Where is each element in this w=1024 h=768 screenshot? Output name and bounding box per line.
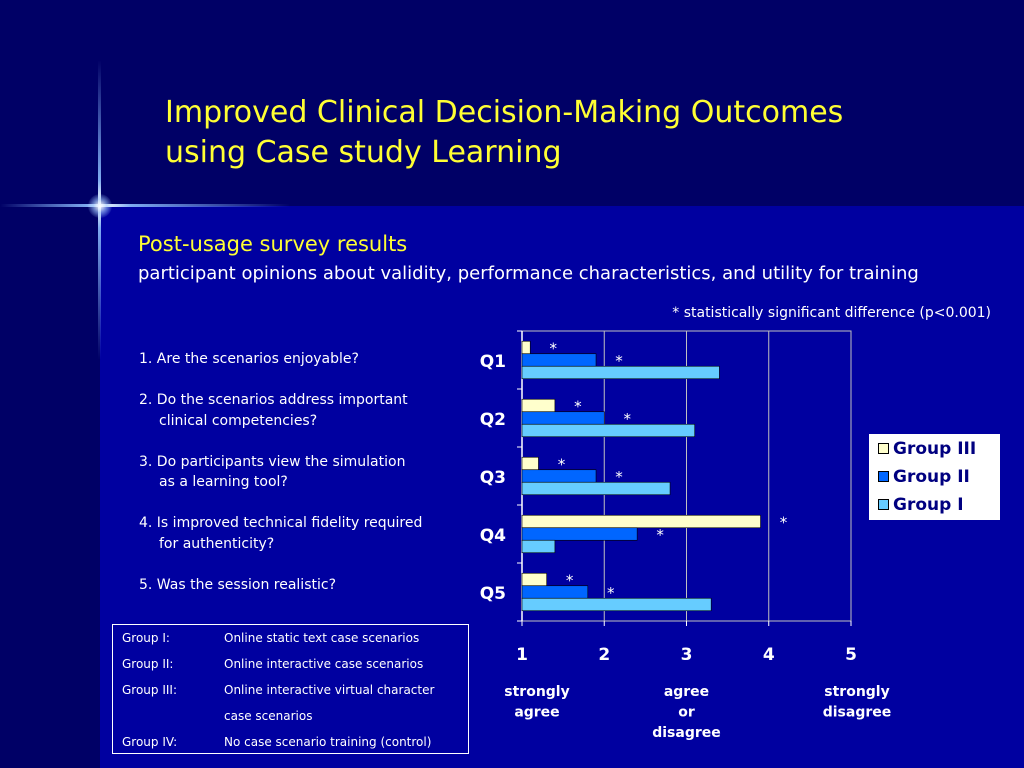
- question-text: 5. Was the session realistic?: [139, 576, 336, 593]
- legend-label: Group II: [893, 467, 970, 487]
- category-label: Q2: [480, 410, 506, 430]
- significance-marker: *: [615, 468, 623, 486]
- legend-label: Group III: [893, 439, 977, 459]
- bar-group-iii: [521, 514, 761, 529]
- bar-group-ii: [521, 527, 638, 541]
- group-name: Group III:: [122, 683, 178, 697]
- slide-title: Improved Clinical Decision-Making Outcom…: [165, 93, 945, 173]
- light-flare-center: [88, 194, 112, 218]
- scale-descriptor-label: disagree: [823, 705, 892, 721]
- group-name: Group II:: [122, 657, 174, 671]
- light-flare-horizontal: [0, 204, 290, 207]
- group-description: case scenarios: [224, 709, 313, 723]
- group-description: Online interactive virtual character: [224, 683, 435, 697]
- question-text: 3. Do participants view the simulation: [139, 453, 406, 470]
- significance-marker: *: [558, 455, 566, 473]
- legend-label: Group I: [893, 495, 964, 515]
- bar-group-iii: [521, 398, 556, 413]
- section-description: participant opinions about validity, per…: [138, 263, 919, 284]
- significance-marker: *: [656, 526, 664, 544]
- legend-item-group-ii: Group II: [878, 465, 970, 489]
- scale-descriptor-label: strongly: [824, 684, 889, 700]
- significance-marker: *: [780, 513, 788, 531]
- question-item: 4. Is improved technical fidelity requir…: [139, 513, 459, 554]
- question-text: 1. Are the scenarios enjoyable?: [139, 351, 359, 367]
- question-list: 1. Are the scenarios enjoyable? 2. Do th…: [139, 349, 459, 616]
- significance-marker: *: [607, 584, 615, 602]
- legend-item-group-i: Group I: [878, 493, 964, 517]
- x-tick-label: 3: [681, 645, 693, 665]
- question-text-continued: clinical competencies?: [159, 412, 318, 429]
- question-item: 2. Do the scenarios address important cl…: [139, 390, 459, 431]
- question-item: 5. Was the session realistic?: [139, 575, 459, 596]
- scale-descriptor-label: or: [678, 705, 695, 721]
- scale-descriptor-label: agree: [514, 705, 559, 721]
- question-text: 4. Is improved technical fidelity requir…: [139, 515, 423, 531]
- significance-marker: *: [615, 352, 623, 370]
- bar-group-i: [521, 481, 671, 496]
- category-label: Q4: [480, 526, 506, 546]
- significance-marker: *: [549, 339, 557, 357]
- question-item: 1. Are the scenarios enjoyable?: [139, 349, 459, 370]
- significance-footnote: * statistically significant difference (…: [672, 305, 991, 321]
- title-line-1: Improved Clinical Decision-Making Outcom…: [165, 95, 844, 130]
- bar-group-iii: [521, 340, 531, 355]
- x-tick-label: 5: [845, 645, 857, 665]
- bar-group-i: [521, 597, 712, 612]
- scale-descriptor-label: disagree: [652, 725, 721, 741]
- chart-legend: Group III Group II Group I: [869, 434, 1000, 520]
- category-label: Q5: [480, 584, 506, 604]
- bar-group-ii: [521, 469, 597, 483]
- significance-marker: *: [624, 410, 632, 428]
- group-description: Online interactive case scenarios: [224, 657, 424, 671]
- legend-item-group-iii: Group III: [878, 437, 976, 461]
- question-text-continued: for authenticity?: [159, 535, 275, 552]
- group-description: Online static text case scenarios: [224, 631, 420, 645]
- legend-swatch-group-ii: [878, 471, 889, 482]
- x-tick-label: 4: [763, 645, 775, 665]
- bar-group-ii: [521, 585, 589, 599]
- category-label: Q3: [480, 468, 506, 488]
- bar-group-ii: [521, 411, 605, 425]
- bar-group-iii: [521, 456, 539, 471]
- question-text: 2. Do the scenarios address important: [139, 392, 408, 408]
- group-name: Group I:: [122, 631, 170, 645]
- question-item: 3. Do participants view the simulation a…: [139, 452, 459, 493]
- title-band: [0, 0, 1024, 206]
- group-name: Group IV:: [122, 735, 178, 749]
- bar-group-i: [521, 365, 720, 380]
- group-definitions-box: Group I: Online static text case scenari…: [112, 624, 469, 754]
- question-text-continued: as a learning tool?: [159, 474, 288, 490]
- significance-marker: *: [574, 397, 582, 415]
- legend-swatch-group-i: [878, 499, 889, 510]
- group-description: No case scenario training (control): [224, 735, 432, 749]
- legend-swatch-group-iii: [878, 443, 889, 454]
- bar-group-i: [521, 423, 696, 438]
- x-tick-label: 1: [516, 645, 528, 665]
- x-tick-label: 2: [598, 645, 610, 665]
- bar-group-iii: [521, 572, 547, 587]
- category-label: Q1: [480, 352, 506, 372]
- title-line-2: using Case study Learning: [165, 135, 562, 170]
- left-band: [0, 206, 100, 768]
- bar-group-ii: [521, 353, 597, 367]
- scale-descriptor-label: agree: [664, 684, 709, 700]
- significance-marker: *: [566, 571, 574, 589]
- bar-group-i: [521, 539, 556, 554]
- scale-descriptor-label: strongly: [504, 684, 569, 700]
- section-heading: Post-usage survey results: [138, 232, 408, 256]
